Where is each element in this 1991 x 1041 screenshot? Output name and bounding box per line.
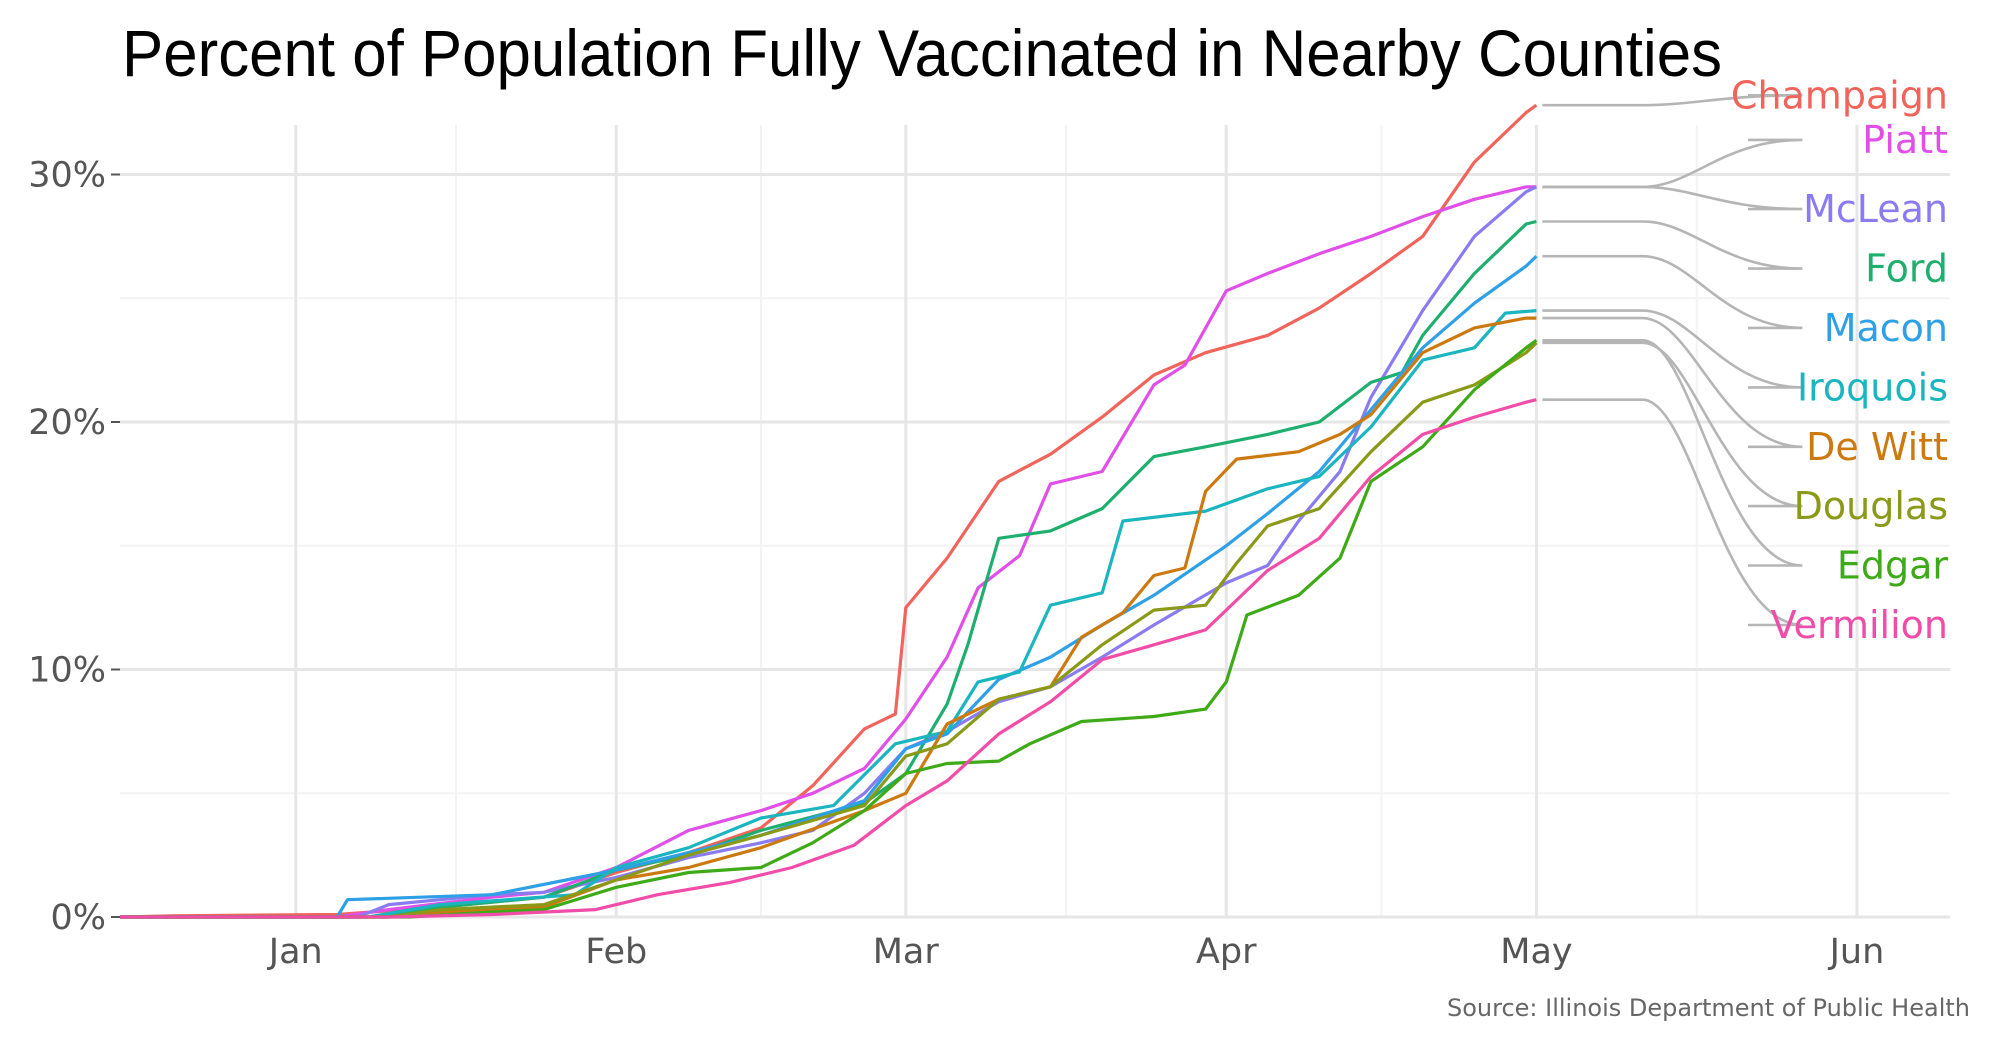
y-tick-label: 20% (28, 403, 106, 443)
leader-line-de-witt (1542, 316, 1803, 449)
chart-title: Percent of Population Fully Vaccinated i… (122, 16, 1722, 90)
series-label-macon: Macon (1824, 306, 1948, 350)
series-label-mclean: McLean (1803, 187, 1948, 231)
x-tick-label: Feb (585, 932, 647, 972)
x-tick-label: Mar (873, 932, 940, 972)
y-tick-label: 10% (28, 651, 106, 691)
label-leader-lines (1542, 94, 1803, 627)
y-axis-tick-labels: 0% 10% 20% 30% (28, 156, 120, 938)
leader-line-mclean (1542, 185, 1803, 211)
series-label-champaign: Champaign (1731, 73, 1948, 117)
x-tick-label: Apr (1196, 932, 1257, 972)
series-line-edgar (120, 339, 1538, 919)
series-line-macon (120, 255, 1538, 919)
leader-line-iroquois (1542, 309, 1803, 389)
y-tick-label: 0% (50, 898, 106, 938)
x-tick-label: Jun (1828, 932, 1885, 972)
series-label-de-witt: De Witt (1806, 425, 1948, 469)
leader-line-macon (1542, 254, 1803, 330)
series-lines (119, 103, 1538, 919)
source-note: Source: Illinois Department of Public He… (1447, 994, 1970, 1022)
series-line-iroquois (120, 309, 1537, 919)
series-label-ford: Ford (1865, 247, 1948, 291)
series-line-champaign (119, 103, 1538, 919)
series-line-douglas (120, 341, 1538, 919)
series-label-douglas: Douglas (1794, 484, 1948, 528)
series-line-de-witt (120, 316, 1537, 919)
leader-line-edgar (1542, 339, 1803, 567)
minor-gridlines (120, 125, 1950, 917)
x-axis-tick-labels: Jan Feb Mar Apr May Jun (267, 932, 1885, 972)
leader-line-vermilion (1542, 398, 1803, 627)
series-line-mclean (120, 185, 1538, 919)
series-line-piatt (120, 185, 1537, 919)
series-label-iroquois: Iroquois (1797, 365, 1948, 409)
series-label-edgar: Edgar (1837, 544, 1949, 588)
major-gridlines (120, 125, 1950, 919)
x-tick-label: Jan (267, 932, 323, 972)
series-label-piatt: Piatt (1862, 118, 1948, 162)
leader-line-piatt (1542, 138, 1803, 189)
leader-line-ford (1542, 220, 1803, 270)
x-tick-label: May (1500, 932, 1572, 972)
series-label-vermilion: Vermilion (1771, 603, 1948, 647)
series-line-vermilion (120, 398, 1537, 919)
y-tick-label: 30% (28, 156, 106, 196)
leader-line-champaign (1542, 94, 1803, 107)
